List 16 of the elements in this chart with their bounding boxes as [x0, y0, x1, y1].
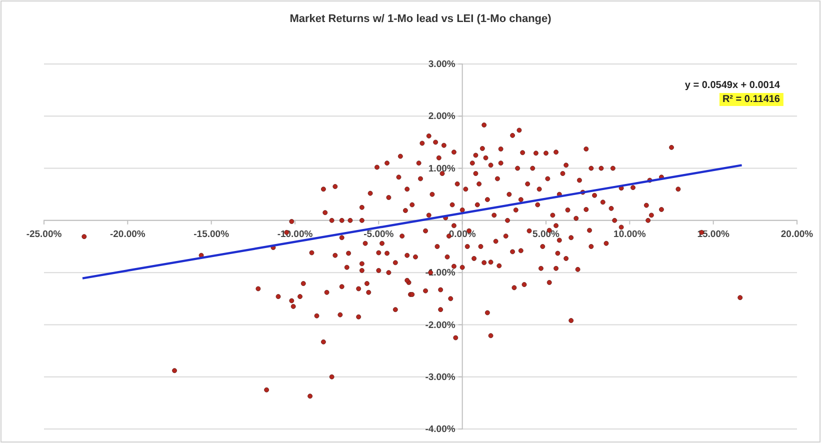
chart-title: Market Returns w/ 1-Mo lead vs LEI (1-Mo change)	[290, 13, 552, 25]
y-tick-label: 1.00%	[428, 163, 456, 174]
annotation: y = 0.0549x + 0.0014	[684, 80, 780, 91]
x-tick-label: -25.00%	[26, 229, 62, 240]
y-tick-label: -4.00%	[425, 424, 456, 436]
x-tick-label: 20.00%	[780, 229, 814, 240]
x-tick-label: 10.00%	[614, 229, 646, 240]
x-tick-label: -20.00%	[110, 229, 146, 240]
y-tick-label: 3.00%	[428, 59, 456, 70]
y-tick-label: 2.00%	[428, 111, 456, 122]
x-tick-label: -15.00%	[194, 229, 230, 240]
x-tick-label: 5.00%	[532, 229, 560, 240]
annotation: R² = 0.11416	[722, 94, 780, 105]
y-tick-label: -2.00%	[425, 320, 456, 331]
x-tick-label: -5.00%	[364, 229, 394, 240]
y-tick-label: -3.00%	[425, 372, 456, 383]
